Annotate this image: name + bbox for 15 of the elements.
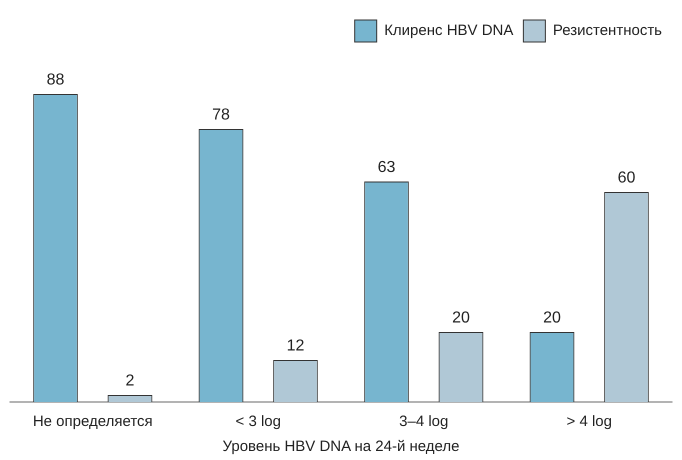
x-tick-label: Не определяется [32,413,153,430]
x-tick-label: < 3 log [236,413,281,430]
data-label: 60 [618,169,636,186]
x-tick-label: 3–4 log [399,413,448,430]
data-label: 63 [378,158,396,176]
x-axis-title: Уровень HBV DNA на 24-й неделе [222,438,460,456]
data-label: 88 [46,71,65,88]
data-label: 78 [212,106,230,124]
legend-label: Клиренс HBV DNA [384,22,514,40]
x-tick-label: > 4 log [566,413,612,430]
legend-label: Резистентность [552,22,662,40]
data-label: 2 [126,372,135,390]
data-label: 20 [452,309,470,326]
data-label: 20 [543,309,562,326]
data-label: 12 [286,337,304,354]
